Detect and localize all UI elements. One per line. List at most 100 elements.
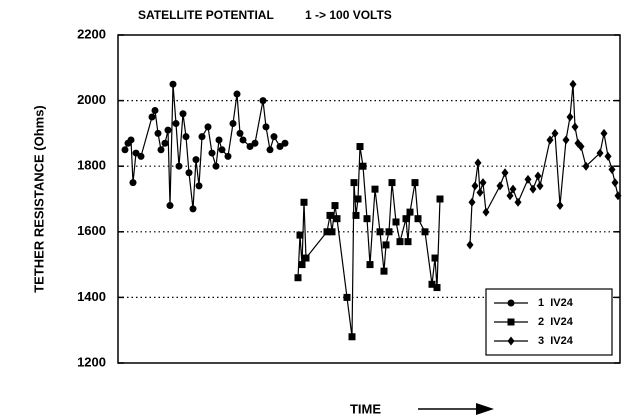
marker — [433, 284, 441, 292]
marker — [392, 218, 400, 226]
marker — [396, 238, 404, 246]
legend-label: 1 IV24 — [538, 297, 574, 309]
marker — [507, 318, 515, 326]
legend: 1 IV24 2 IV24 3 IV24 — [485, 288, 613, 356]
marker — [546, 135, 554, 145]
marker — [376, 228, 384, 236]
marker — [414, 215, 422, 223]
marker — [127, 136, 135, 144]
marker — [121, 146, 129, 154]
marker — [507, 299, 515, 307]
y-tick-label: 1400 — [77, 289, 106, 304]
marker — [404, 238, 412, 246]
marker — [276, 143, 284, 151]
y-tick-label: 2000 — [77, 92, 106, 107]
marker — [326, 211, 334, 219]
marker — [137, 152, 145, 160]
marker — [259, 97, 267, 105]
marker — [421, 228, 429, 236]
marker — [562, 135, 570, 145]
legend-label: 2 IV24 — [538, 316, 574, 328]
marker — [507, 336, 515, 346]
marker — [536, 181, 544, 191]
marker — [474, 158, 482, 168]
marker — [132, 149, 140, 157]
marker — [428, 280, 436, 288]
marker — [356, 143, 364, 151]
marker — [164, 126, 172, 134]
y-tick-label: 2200 — [77, 26, 106, 41]
marker — [577, 142, 585, 152]
marker — [582, 161, 590, 171]
marker — [169, 80, 177, 88]
marker — [198, 133, 206, 141]
series — [466, 79, 622, 250]
marker — [388, 179, 396, 187]
series — [294, 143, 444, 341]
marker — [600, 128, 608, 138]
marker — [175, 162, 183, 170]
marker — [185, 169, 193, 177]
marker — [382, 241, 390, 249]
marker — [154, 129, 162, 137]
marker — [551, 128, 559, 138]
marker — [161, 139, 169, 147]
marker — [608, 164, 616, 174]
marker — [212, 162, 220, 170]
marker — [157, 146, 165, 154]
marker — [556, 201, 564, 211]
marker — [166, 202, 174, 210]
arrow-head — [476, 403, 494, 415]
marker — [604, 151, 612, 161]
series — [121, 80, 289, 213]
y-tick-label: 1800 — [77, 158, 106, 173]
marker — [524, 174, 532, 184]
marker — [509, 184, 517, 194]
marker — [266, 146, 274, 154]
marker — [343, 293, 351, 301]
legend-label: 3 IV24 — [538, 335, 574, 347]
marker — [298, 261, 306, 269]
marker — [296, 231, 304, 239]
marker — [204, 123, 212, 131]
marker — [281, 139, 289, 147]
y-tick-label: 1600 — [77, 223, 106, 238]
marker — [411, 179, 419, 187]
marker — [333, 215, 341, 223]
marker — [466, 240, 474, 250]
marker — [596, 148, 604, 158]
chart-subtitle: 1 -> 100 VOLTS — [305, 8, 392, 22]
marker — [189, 205, 197, 213]
marker — [529, 184, 537, 194]
marker — [208, 149, 216, 157]
y-tick-label: 1200 — [77, 354, 106, 369]
y-axis-label: TETHER RESISTANCE (Ohms) — [31, 105, 46, 293]
marker — [366, 261, 374, 269]
marker — [506, 191, 514, 201]
marker — [262, 123, 270, 131]
plot-frame — [117, 34, 621, 364]
marker — [482, 207, 490, 217]
marker — [148, 113, 156, 121]
marker — [380, 267, 388, 275]
marker — [328, 228, 336, 236]
marker — [350, 179, 358, 187]
marker — [359, 162, 367, 170]
marker — [471, 181, 479, 191]
marker — [569, 79, 577, 89]
marker — [233, 90, 241, 98]
marker — [371, 185, 379, 193]
marker — [172, 120, 180, 128]
marker — [224, 152, 232, 160]
marker — [182, 133, 190, 141]
marker — [571, 122, 579, 132]
marker — [496, 181, 504, 191]
marker — [300, 198, 308, 206]
chart-title: SATELLITE POTENTIAL — [138, 8, 274, 22]
marker — [436, 195, 444, 203]
series-line — [297, 146, 441, 337]
marker — [431, 254, 439, 262]
marker — [479, 178, 487, 188]
marker — [514, 197, 522, 207]
